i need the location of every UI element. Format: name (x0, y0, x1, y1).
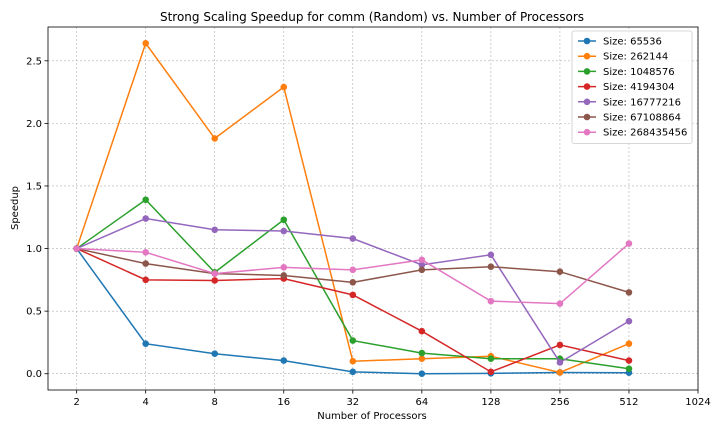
data-point (142, 196, 149, 204)
legend-item: Size: 4194304 (578, 82, 675, 93)
data-point (349, 279, 357, 286)
data-point (418, 266, 426, 274)
data-point (418, 327, 426, 335)
data-point (349, 357, 357, 365)
data-point (280, 83, 288, 91)
data-point (142, 215, 149, 222)
data-point (211, 226, 219, 234)
data-point (418, 355, 426, 363)
y-tick-label: 1.5 (26, 181, 42, 192)
data-point (556, 341, 564, 349)
data-point (487, 297, 495, 305)
data-point (349, 235, 357, 242)
x-tick-label: 4 (143, 397, 149, 408)
legend-swatch-marker (583, 83, 591, 90)
series-7 (73, 240, 633, 307)
x-tick-label: 512 (619, 397, 638, 408)
legend-item: Size: 1048576 (578, 67, 675, 78)
data-point (142, 39, 149, 47)
data-point (487, 251, 495, 259)
x-tick-label: 32 (346, 397, 359, 408)
data-point (142, 249, 149, 256)
legend-label: Size: 67108864 (603, 113, 681, 124)
series-2 (73, 39, 633, 376)
data-point (625, 317, 633, 325)
legend-item: Size: 67108864 (578, 113, 681, 124)
legend-item: Size: 65536 (578, 37, 662, 48)
data-point (418, 370, 426, 378)
data-point (142, 340, 149, 347)
y-tick-label: 2.5 (26, 56, 42, 67)
data-point (211, 270, 219, 277)
legend-swatch-marker (583, 113, 591, 121)
data-point (556, 268, 564, 276)
data-point (625, 289, 633, 296)
data-point (73, 245, 80, 252)
legend-label: Size: 16777216 (603, 97, 681, 108)
data-point (487, 355, 495, 363)
data-point (211, 135, 219, 142)
legend-swatch-marker (583, 128, 591, 136)
legend-item: Size: 268435456 (578, 128, 687, 139)
data-point (142, 276, 149, 284)
data-point (625, 340, 633, 347)
data-point (280, 216, 288, 224)
data-point (349, 291, 357, 299)
legend-label: Size: 4194304 (603, 82, 675, 93)
y-tick-label: 2.0 (26, 119, 42, 130)
data-point (625, 240, 633, 247)
y-tick-label: 0.0 (26, 369, 42, 380)
data-point (280, 357, 288, 364)
legend-box (571, 30, 693, 144)
data-point (487, 263, 495, 271)
legend-swatch-marker (583, 68, 591, 75)
data-point (280, 227, 288, 235)
x-axis-label: Number of Processors (317, 411, 427, 422)
legend-swatch-marker (583, 37, 591, 45)
series-5 (73, 215, 633, 366)
data-point (349, 368, 357, 376)
x-tick-label: 2 (73, 397, 79, 408)
data-point (349, 337, 357, 344)
data-point (349, 266, 357, 274)
data-point (556, 359, 564, 366)
x-tick-label: 16 (277, 397, 290, 408)
data-point (556, 369, 564, 376)
data-point (625, 365, 633, 373)
y-axis-label: Speedup (10, 186, 21, 230)
x-tick-label: 1024 (685, 397, 710, 408)
legend-label: Size: 268435456 (603, 128, 687, 139)
legend-swatch-marker (583, 98, 591, 106)
data-point (142, 260, 149, 267)
legend-label: Size: 65536 (603, 37, 662, 48)
legend: Size: 65536 Size: 262144 Size: 1048576 Size… (571, 30, 693, 144)
data-point (280, 272, 288, 279)
y-tick-label: 0.5 (26, 307, 42, 318)
x-tick-label: 128 (481, 397, 500, 408)
data-point (418, 256, 426, 264)
y-tick-label: 1.0 (26, 244, 42, 255)
data-point (556, 300, 564, 307)
data-point (211, 350, 219, 358)
data-point (418, 261, 426, 269)
chart-title: Strong Scaling Speedup for comm (Random)… (160, 10, 584, 24)
legend-item: Size: 262144 (578, 52, 668, 63)
data-point (418, 349, 426, 357)
x-tick-label: 64 (415, 397, 428, 408)
legend-item: Size: 16777216 (578, 97, 681, 108)
x-tick-label: 256 (550, 397, 569, 408)
legend-swatch-marker (583, 52, 591, 60)
legend-label: Size: 262144 (603, 52, 668, 63)
data-point (280, 264, 288, 271)
legend-label: Size: 1048576 (603, 67, 675, 78)
plot-frame (47, 26, 699, 391)
data-point (487, 368, 495, 376)
data-point (211, 277, 219, 284)
x-tick-label: 8 (212, 397, 218, 408)
data-point (625, 357, 633, 364)
